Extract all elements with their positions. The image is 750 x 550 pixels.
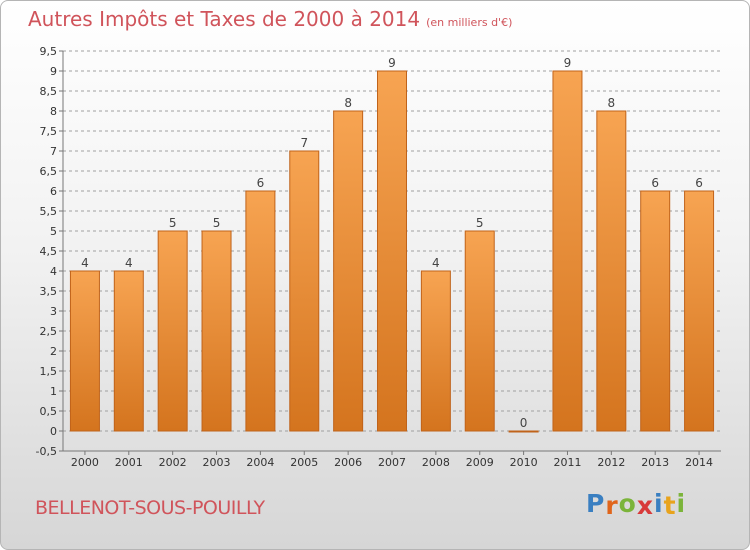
data-label: 4 — [432, 256, 440, 270]
data-label: 5 — [169, 216, 177, 230]
data-label: 6 — [651, 176, 659, 190]
bar — [201, 230, 232, 432]
y-tick-label: 4,5 — [40, 245, 58, 258]
logo-letter: o — [618, 489, 637, 518]
data-label: 7 — [300, 136, 308, 150]
y-tick-label: -0,5 — [36, 445, 57, 458]
bar — [640, 190, 671, 432]
y-tick-label: 6,5 — [40, 165, 58, 178]
data-label: 5 — [213, 216, 221, 230]
y-tick-label: 1 — [50, 385, 57, 398]
chart-unit: (en milliers d'€) — [426, 16, 513, 29]
data-label: 8 — [608, 96, 616, 110]
y-tick-label: 1,5 — [40, 365, 58, 378]
bar — [464, 230, 495, 432]
data-label: 9 — [388, 56, 396, 70]
y-tick-label: 8,5 — [40, 85, 58, 98]
y-tick-label: 2 — [50, 345, 57, 358]
commune-name: BELLENOT-SOUS-POUILLY — [35, 497, 265, 519]
data-label: 6 — [257, 176, 265, 190]
data-label: 6 — [695, 176, 703, 190]
x-tick-label: 2012 — [597, 456, 625, 469]
x-tick-label: 2003 — [203, 456, 231, 469]
data-label: 5 — [476, 216, 484, 230]
y-tick-label: 9 — [50, 65, 57, 78]
x-tick-label: 2001 — [115, 456, 143, 469]
y-tick-label: 9,5 — [40, 45, 58, 58]
y-tick-label: 2,5 — [40, 325, 58, 338]
bar — [596, 110, 627, 432]
bar — [113, 270, 144, 432]
bar — [684, 190, 715, 432]
bar — [157, 230, 188, 432]
y-tick-label: 0 — [50, 425, 57, 438]
y-tick-label: 4 — [50, 265, 57, 278]
y-tick-label: 8 — [50, 105, 57, 118]
x-tick-label: 2013 — [641, 456, 669, 469]
y-tick-label: 3,5 — [40, 285, 58, 298]
y-tick-label: 3 — [50, 305, 57, 318]
logo-letter: t — [663, 491, 677, 520]
y-tick-label: 0,5 — [40, 405, 58, 418]
x-tick-label: 2002 — [159, 456, 187, 469]
bar — [289, 150, 320, 432]
data-label: 4 — [125, 256, 133, 270]
x-tick-label: 2011 — [553, 456, 581, 469]
data-label: 4 — [81, 256, 89, 270]
bar — [508, 430, 539, 433]
bar — [420, 270, 451, 432]
x-tick-label: 2009 — [466, 456, 494, 469]
bar — [69, 270, 100, 432]
chart-title-text: Autres Impôts et Taxes de 2000 à 2014 — [28, 7, 421, 31]
x-tick-label: 2006 — [334, 456, 362, 469]
y-tick-label: 5 — [50, 225, 57, 238]
bar — [245, 190, 276, 432]
x-tick-label: 2004 — [246, 456, 274, 469]
data-label: 9 — [564, 56, 572, 70]
x-tick-label: 2005 — [290, 456, 318, 469]
logo-letter: i — [654, 489, 664, 518]
x-tick-label: 2014 — [685, 456, 713, 469]
y-tick-label: 7 — [50, 145, 57, 158]
logo-letter: P — [586, 489, 606, 518]
logo-letter: x — [636, 491, 654, 520]
logo-letter: i — [676, 489, 687, 518]
y-tick-label: 7,5 — [40, 125, 58, 138]
proxiti-logo: Proxiti — [586, 489, 687, 520]
x-tick-label: 2010 — [510, 456, 538, 469]
x-tick-label: 2008 — [422, 456, 450, 469]
bar — [552, 70, 583, 432]
data-label: 8 — [344, 96, 352, 110]
bar — [377, 70, 407, 432]
bar — [333, 110, 364, 432]
logo-letter: r — [605, 491, 619, 520]
y-tick-label: 5,5 — [40, 205, 58, 218]
data-label: 0 — [520, 416, 528, 430]
x-tick-label: 2007 — [378, 456, 406, 469]
y-tick-label: 6 — [50, 185, 57, 198]
x-tick-label: 2000 — [71, 456, 99, 469]
chart-title: Autres Impôts et Taxes de 2000 à 2014 (en… — [28, 7, 512, 31]
